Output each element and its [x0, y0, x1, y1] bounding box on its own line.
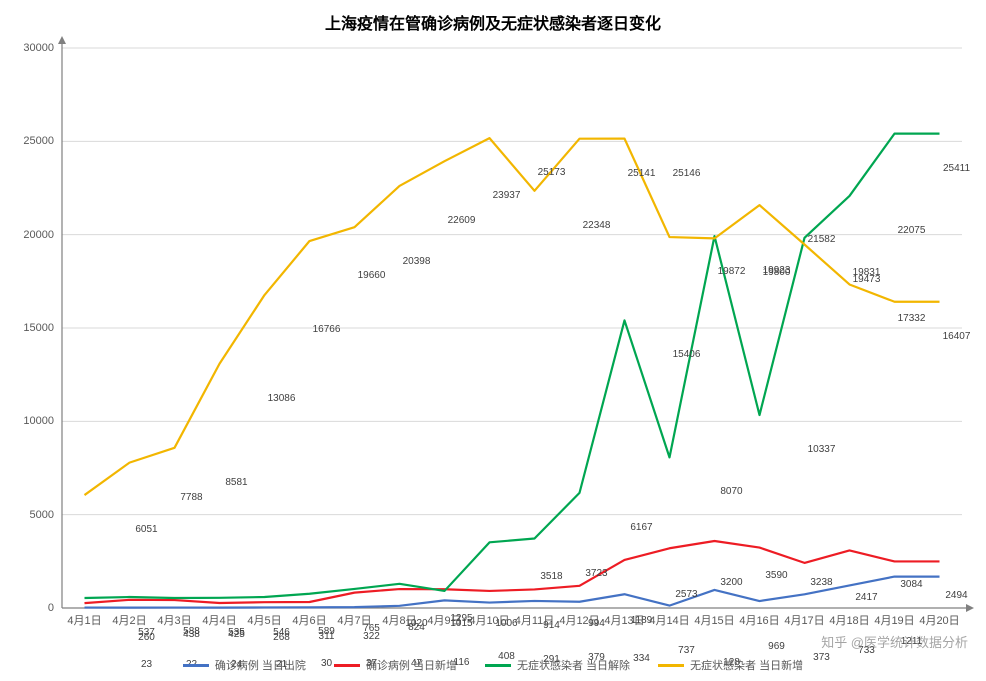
legend-swatch — [485, 664, 511, 667]
data-label: 737 — [678, 645, 695, 656]
x-tick-label: 4月13日 — [604, 612, 644, 628]
data-label: 1211 — [901, 636, 923, 647]
series-line — [85, 134, 940, 598]
data-label: 546 — [273, 627, 290, 638]
legend-label: 确诊病例 当日出院 — [215, 657, 306, 673]
y-tick-label: 10000 — [14, 415, 54, 427]
legend: 确诊病例 当日出院 确诊病例 当日新增 无症状感染者 当日解除 无症状感染者 当日新增 — [0, 657, 986, 673]
x-tick-label: 4月11日 — [515, 612, 555, 628]
data-label: 535 — [228, 627, 245, 638]
data-label: 260 — [138, 632, 155, 643]
x-tick-label: 4月19日 — [874, 612, 914, 628]
x-tick-label: 4月5日 — [247, 612, 281, 628]
x-tick-label: 4月7日 — [337, 612, 371, 628]
data-label: 268 — [273, 632, 290, 643]
legend-label: 确诊病例 当日新增 — [366, 657, 457, 673]
x-axis-arrow — [966, 604, 974, 612]
legend-item: 无症状感染者 当日解除 — [485, 657, 630, 673]
x-tick-label: 4月15日 — [694, 612, 734, 628]
y-tick-label: 0 — [14, 602, 54, 614]
legend-item: 无症状感染者 当日新增 — [658, 657, 803, 673]
x-tick-label: 4月14日 — [649, 612, 689, 628]
x-tick-label: 4月12日 — [559, 612, 599, 628]
legend-swatch — [658, 664, 684, 667]
data-label: 322 — [363, 631, 380, 642]
legend-label: 无症状感染者 当日解除 — [517, 657, 630, 673]
x-tick-label: 4月18日 — [829, 612, 869, 628]
legend-label: 无症状感染者 当日新增 — [690, 657, 803, 673]
y-tick-label: 5000 — [14, 509, 54, 521]
plot-area: 2322242130374711640829137933473712896937… — [62, 48, 962, 608]
y-tick-label: 25000 — [14, 135, 54, 147]
x-tick-label: 4月1日 — [67, 612, 101, 628]
x-tick-label: 4月16日 — [739, 612, 779, 628]
data-label: 311 — [319, 631, 335, 642]
y-tick-label: 15000 — [14, 322, 54, 334]
x-tick-label: 4月9日 — [427, 612, 461, 628]
y-axis-arrow — [58, 36, 66, 44]
data-label: 537 — [138, 627, 155, 638]
chart-svg — [62, 48, 962, 608]
chart-title: 上海疫情在管确诊病例及无症状感染者逐日变化 — [0, 10, 986, 34]
y-tick-label: 20000 — [14, 229, 54, 241]
legend-item: 确诊病例 当日新增 — [334, 657, 457, 673]
x-tick-label: 4月2日 — [112, 612, 146, 628]
x-tick-label: 4月20日 — [919, 612, 959, 628]
data-label: 969 — [768, 641, 785, 652]
x-tick-label: 4月6日 — [292, 612, 326, 628]
data-label: 733 — [858, 645, 875, 656]
data-label: 438 — [183, 629, 200, 640]
chart-container: 上海疫情在管确诊病例及无症状感染者逐日变化 232224213037471164… — [0, 0, 986, 681]
x-tick-label: 4月17日 — [784, 612, 824, 628]
watermark: 知乎 @医学统计数据分析 — [821, 632, 968, 651]
legend-swatch — [334, 664, 360, 667]
data-label: 425 — [228, 629, 245, 640]
x-tick-label: 4月3日 — [157, 612, 191, 628]
series-line — [85, 138, 940, 495]
x-tick-label: 4月4日 — [202, 612, 236, 628]
x-tick-label: 4月8日 — [382, 612, 416, 628]
legend-swatch — [183, 664, 209, 667]
y-tick-label: 30000 — [14, 42, 54, 54]
x-tick-label: 4月10日 — [469, 612, 509, 628]
legend-item: 确诊病例 当日出院 — [183, 657, 306, 673]
